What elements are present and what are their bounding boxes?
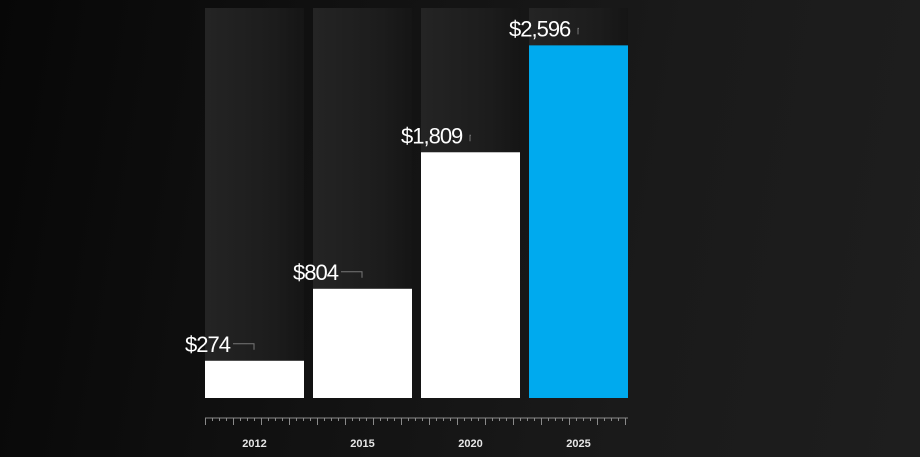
leader-line-2020: [469, 134, 471, 142]
bar-2012: [205, 360, 304, 398]
value-label-2020: $1,809: [401, 123, 463, 148]
leader-line-2015: [341, 271, 363, 278]
leader-line-2025: [577, 27, 579, 35]
x-axis: 2012 2015 2020 2025: [205, 417, 628, 450]
x-tick-label-2015: 2015: [350, 438, 374, 450]
bars: [205, 45, 628, 398]
x-tick-label-2020: 2020: [458, 438, 482, 450]
bar-2015: [313, 288, 412, 398]
value-label-2025: $2,596: [509, 16, 571, 41]
leader-line-2012: [233, 343, 255, 350]
bar-2020: [421, 152, 520, 398]
bar-2025: [529, 45, 628, 398]
value-label-2012: $274: [185, 332, 231, 357]
value-label-2015: $804: [293, 260, 339, 285]
column-background-2012: [205, 8, 304, 398]
x-tick-label-2012: 2012: [242, 438, 266, 450]
x-tick-label-2025: 2025: [566, 438, 590, 450]
value-labels: $274 $804 $1,809 $2,596: [185, 16, 579, 357]
